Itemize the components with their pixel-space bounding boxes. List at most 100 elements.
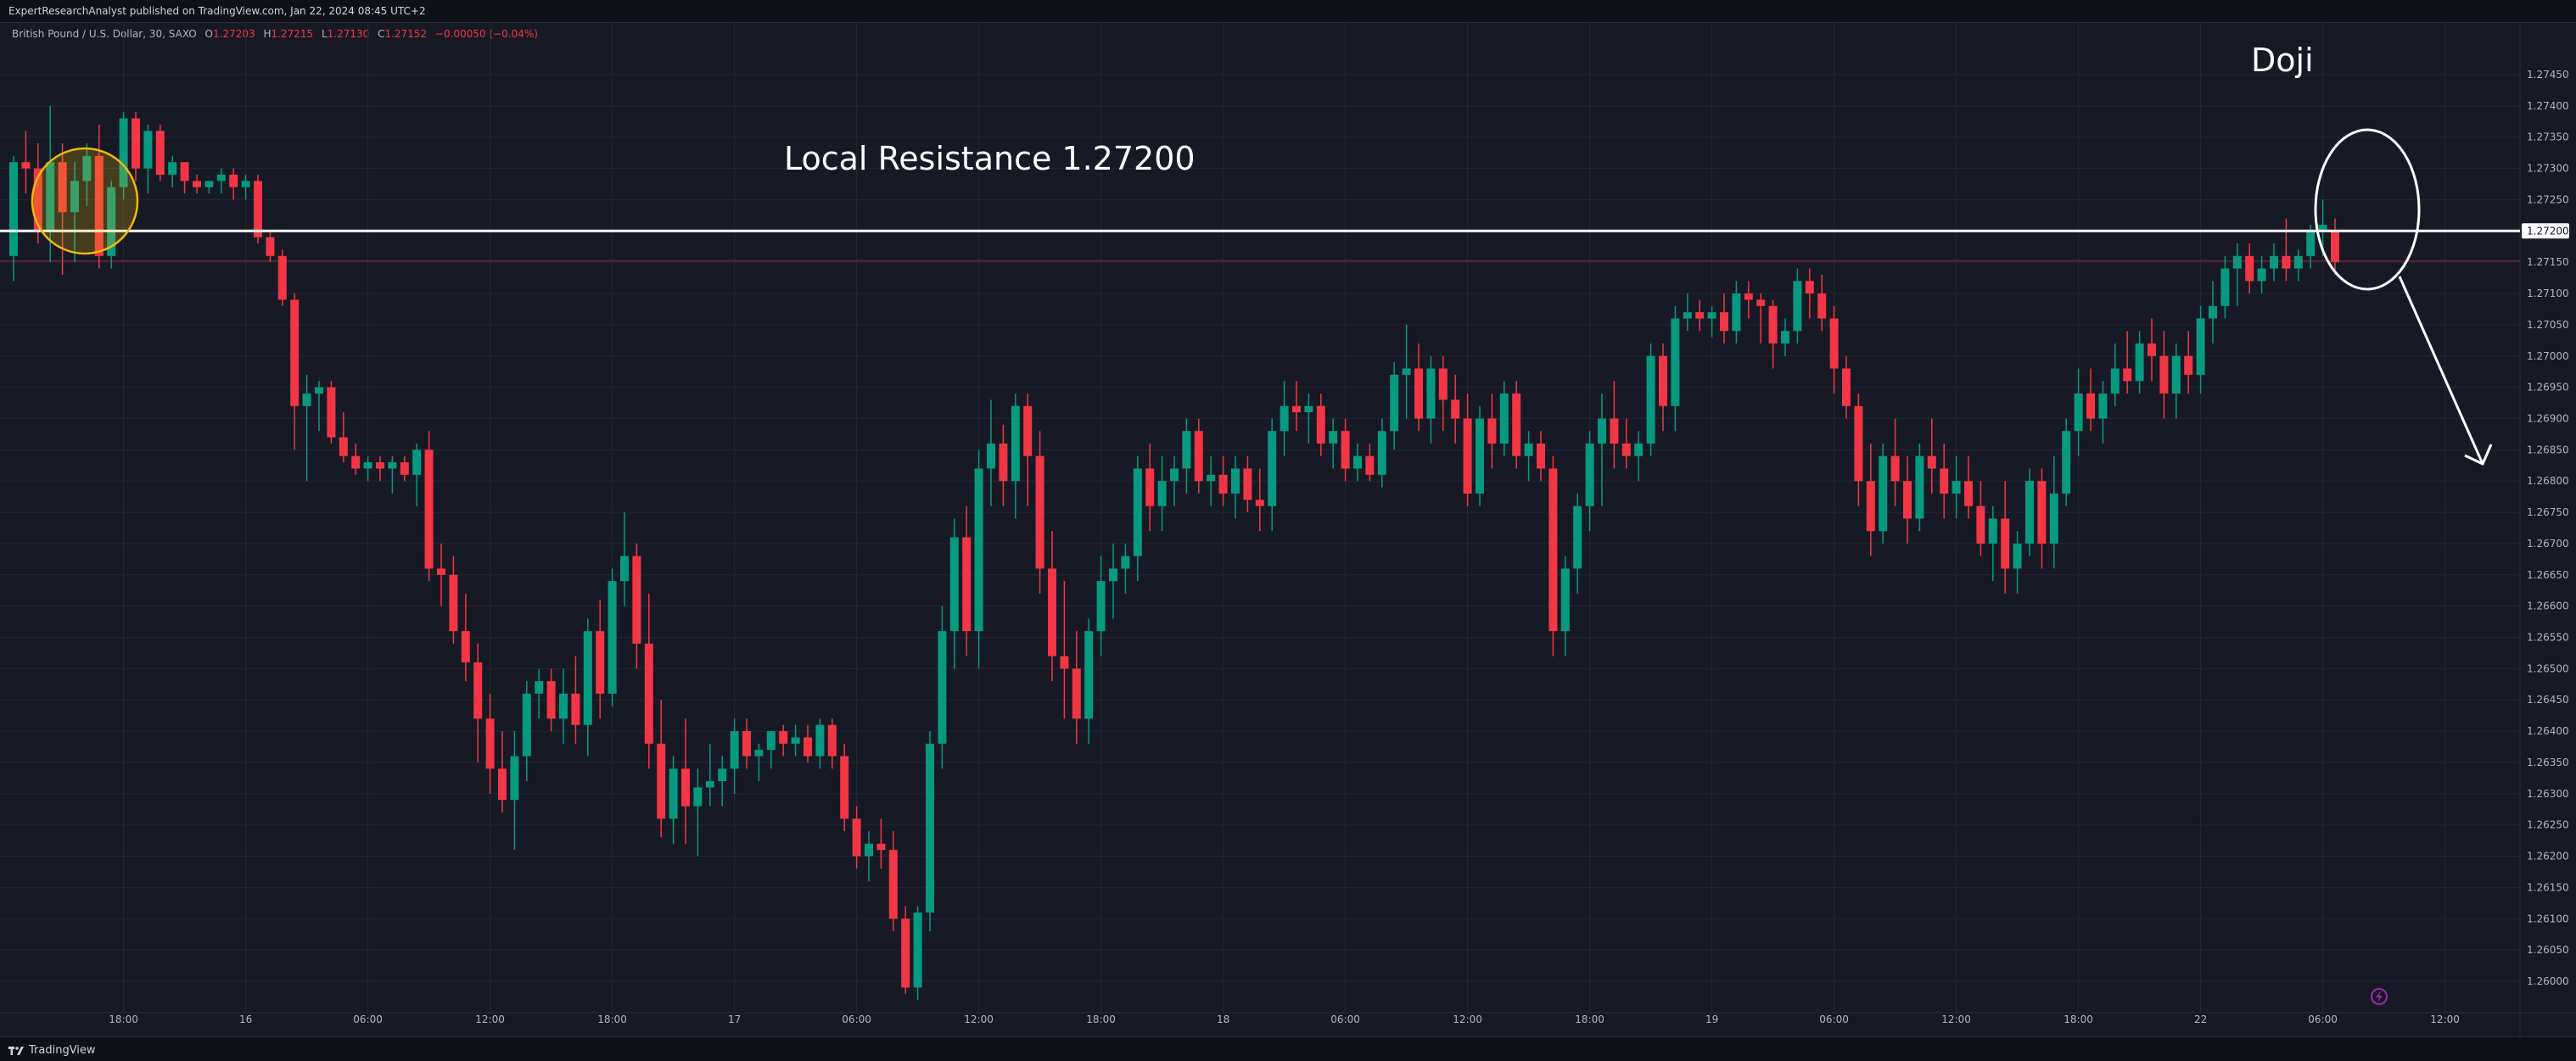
candle-body bbox=[1720, 312, 1728, 332]
candle-body bbox=[1499, 393, 1509, 444]
candle-body bbox=[754, 750, 764, 757]
time-tick-label: 12:00 bbox=[1941, 1014, 1971, 1025]
footer-bar: TradingView bbox=[0, 1036, 2576, 1061]
candle-bear bbox=[473, 643, 483, 762]
candle-bull bbox=[913, 906, 922, 1001]
candle-body bbox=[876, 843, 886, 851]
candle-body bbox=[1805, 281, 1814, 294]
candle-body bbox=[1451, 399, 1460, 419]
candle-bear bbox=[1720, 293, 1728, 344]
candle-body bbox=[644, 643, 653, 744]
candle-bear bbox=[681, 718, 690, 844]
price-tick-label: 1.26550 bbox=[2527, 632, 2569, 644]
price-chart[interactable]: 1.27450 1.27400 1.27350 1.27300 1.27250 1.272… bbox=[0, 22, 2576, 1036]
time-tick-label: 19 bbox=[1705, 1014, 1718, 1025]
candle-body bbox=[400, 462, 409, 475]
candle-body bbox=[241, 181, 250, 187]
candle-bear bbox=[1768, 299, 1778, 369]
candle-bull bbox=[204, 181, 214, 194]
symbol-name[interactable]: British Pound / U.S. Dollar, 30, SAXO bbox=[12, 28, 197, 40]
low-value: 1.27130 bbox=[327, 28, 370, 40]
time-tick-label: 16 bbox=[239, 1014, 252, 1025]
candle-bull bbox=[2293, 249, 2303, 282]
candle-bull bbox=[2220, 255, 2230, 319]
candle-bear bbox=[1414, 343, 1423, 432]
candle-body bbox=[351, 455, 361, 469]
time-axis[interactable]: 18:00 16 06:00 12:00 18:00 17 06:00 12:00 18:00 1… bbox=[109, 1014, 2460, 1025]
arrow-down-icon bbox=[2398, 276, 2493, 466]
candle-body bbox=[949, 537, 959, 632]
candle-bull bbox=[1426, 355, 1436, 444]
price-tick-label: 1.26600 bbox=[2527, 600, 2569, 612]
price-tag-text: 1.27200 bbox=[2527, 225, 2569, 237]
candle-bull bbox=[583, 618, 592, 757]
candle-body bbox=[974, 468, 983, 632]
candle-body bbox=[1952, 481, 1961, 494]
candle-bear bbox=[1035, 431, 1044, 594]
candle-body bbox=[791, 737, 800, 744]
candle-body bbox=[132, 118, 140, 169]
candle-bull bbox=[1499, 381, 1509, 456]
candle-bull bbox=[143, 124, 153, 194]
candle-body bbox=[1316, 405, 1325, 444]
candle-body bbox=[2013, 543, 2022, 569]
time-tick-label: 06:00 bbox=[1330, 1014, 1360, 1025]
candle-bull bbox=[1121, 543, 1130, 594]
candle-body bbox=[926, 743, 934, 913]
highlight-circle-left bbox=[31, 147, 139, 255]
doji-ellipse bbox=[2314, 128, 2421, 291]
candle-bull bbox=[2171, 343, 2181, 419]
candle-body bbox=[1512, 393, 1521, 456]
candle-bull bbox=[2025, 468, 2034, 556]
price-axis[interactable]: 1.27450 1.27400 1.27350 1.27300 1.27250 1.272… bbox=[2527, 69, 2569, 987]
candle-body bbox=[2306, 231, 2316, 256]
candle-body bbox=[1304, 405, 1313, 413]
candle-body bbox=[2257, 268, 2266, 282]
candle-bull bbox=[2013, 531, 2022, 594]
candle-bear bbox=[1243, 455, 1252, 513]
candle-bear bbox=[1756, 293, 1766, 344]
candle-body bbox=[669, 768, 678, 819]
candle-bear bbox=[277, 249, 287, 306]
candle-bull bbox=[1781, 318, 1789, 356]
candle-body bbox=[2220, 268, 2230, 306]
candle-body bbox=[339, 437, 348, 456]
candle-bear bbox=[1072, 631, 1081, 744]
candle-body bbox=[204, 181, 214, 187]
candle-body bbox=[1145, 468, 1155, 506]
candle-bear bbox=[132, 112, 140, 181]
price-tick-label: 1.26400 bbox=[2527, 725, 2569, 737]
candle-bear bbox=[1610, 381, 1619, 469]
candle-bear bbox=[657, 700, 666, 838]
lightning-icon[interactable] bbox=[2371, 988, 2388, 1005]
candle-body bbox=[1988, 518, 1997, 544]
candle-body bbox=[1035, 455, 1044, 569]
candle-bull bbox=[1329, 418, 1338, 469]
candle-bear bbox=[266, 231, 275, 263]
candle-body bbox=[424, 450, 434, 569]
candle-body bbox=[388, 462, 397, 469]
candle-bear bbox=[2148, 318, 2156, 382]
candle-body bbox=[1243, 468, 1252, 500]
candle-body bbox=[865, 843, 873, 857]
candle-bull bbox=[1560, 556, 1570, 656]
candle-bull bbox=[1683, 293, 1692, 332]
candle-body bbox=[1157, 481, 1167, 506]
candle-bear bbox=[290, 293, 300, 450]
candle-bull bbox=[1390, 362, 1399, 450]
candle-bull bbox=[754, 743, 764, 782]
candle-bear bbox=[1048, 531, 1056, 682]
candle-body bbox=[498, 768, 507, 801]
candle-bull bbox=[412, 443, 422, 506]
candle-bull bbox=[1157, 455, 1167, 532]
candle-body bbox=[1890, 455, 1900, 482]
candle-body bbox=[1573, 505, 1582, 569]
brand-logo[interactable]: TradingView bbox=[8, 1044, 96, 1057]
resistance-label: Local Resistance 1.27200 bbox=[784, 140, 1196, 177]
candle-bull bbox=[1011, 393, 1020, 519]
candle-body bbox=[815, 724, 825, 757]
candle-bear bbox=[1890, 418, 1900, 506]
candle-bull bbox=[1573, 493, 1582, 594]
candle-bear bbox=[1292, 381, 1301, 432]
